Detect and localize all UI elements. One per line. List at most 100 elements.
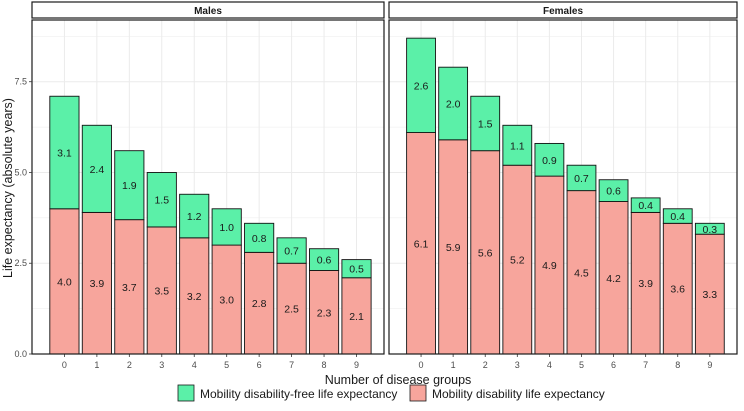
data-label-disability: 5.9 — [446, 242, 461, 254]
legend-swatch — [177, 384, 195, 402]
x-tick-label: 9 — [354, 360, 359, 370]
bar-free-males-8 — [308, 248, 340, 271]
data-label-disability: 3.0 — [219, 295, 234, 307]
bar-free-females-3 — [502, 124, 533, 166]
data-label-free: 1.9 — [122, 180, 137, 192]
bar-free-females-8 — [662, 208, 693, 224]
x-tick-label: 8 — [322, 360, 327, 370]
bar-free-males-0 — [49, 95, 80, 210]
bar-disability-males-5 — [211, 244, 242, 355]
x-tick-label: 9 — [707, 360, 712, 370]
bars: 6.1 2.6 5.9 2.0 5.6 1.5 5.2 1.1 4.9 0.9 4.5 0.7 4.2 0… — [406, 37, 725, 355]
data-label-free: 1.0 — [219, 222, 234, 234]
bar-free-males-2 — [114, 150, 145, 221]
panel-border — [388, 19, 738, 355]
data-label-free: 2.0 — [446, 99, 461, 111]
data-label-free: 0.8 — [252, 233, 267, 245]
bar-disability-males-0 — [49, 208, 80, 355]
bar-free-males-6 — [244, 222, 275, 253]
legend: Mobility disability-free life expectancy… — [177, 384, 605, 402]
facet-strip — [31, 1, 385, 19]
bar-free-females-9 — [694, 222, 725, 235]
data-label-free: 0.5 — [349, 264, 364, 276]
data-label-disability: 4.0 — [57, 276, 72, 288]
data-label-free: 3.1 — [57, 148, 72, 160]
data-label-disability: 2.1 — [349, 311, 364, 323]
bar-free-males-1 — [81, 124, 112, 213]
bar-disability-females-7 — [630, 211, 661, 355]
data-label-free: 0.7 — [284, 246, 299, 258]
x-axis-title: Number of disease groups — [325, 373, 472, 387]
data-label-disability: 3.9 — [638, 278, 653, 290]
y-tick-label: 2.5 — [14, 258, 27, 268]
y-tick-label: 0.0 — [14, 349, 27, 359]
facet-panel-males: Males 4.0 3.1 3.9 2.4 3.7 1.9 3.5 1.5 3.2 1.2 3.0 1.… — [31, 1, 385, 370]
facet-strip — [388, 1, 738, 19]
data-label-disability: 2.3 — [317, 307, 332, 319]
bar-disability-males-9 — [341, 277, 372, 355]
legend-label: Mobility disability-free life expectancy — [200, 387, 397, 401]
legend-label: Mobility disability life expectancy — [432, 387, 605, 401]
data-label-disability: 2.8 — [252, 298, 267, 310]
data-label-free: 2.4 — [90, 164, 105, 176]
x-tick-label: 1 — [94, 360, 99, 370]
x-tick-label: 3 — [159, 360, 164, 370]
x-tick-label: 0 — [62, 360, 67, 370]
data-label-free: 0.4 — [670, 211, 685, 223]
bar-disability-females-5 — [566, 190, 597, 355]
x-tick-label: 5 — [224, 360, 229, 370]
data-label-free: 0.9 — [542, 155, 557, 167]
bar-disability-males-1 — [81, 211, 112, 355]
bar-free-females-2 — [470, 95, 501, 152]
data-label-free: 0.6 — [317, 255, 332, 267]
data-label-free: 1.5 — [154, 195, 169, 207]
bar-free-males-5 — [211, 208, 242, 246]
bar-free-females-4 — [534, 142, 565, 177]
bar-disability-males-7 — [276, 262, 307, 355]
x-tick-label: 2 — [483, 360, 488, 370]
data-label-disability: 4.9 — [542, 260, 557, 272]
y-tick-label: 5.0 — [14, 167, 27, 177]
x-tick-label: 7 — [289, 360, 294, 370]
bar-free-females-1 — [438, 66, 469, 141]
data-label-free: 1.2 — [187, 211, 202, 223]
x-tick-label: 4 — [192, 360, 197, 370]
legend-swatch — [409, 384, 427, 402]
x-tick-label: 3 — [515, 360, 520, 370]
bar-free-females-0 — [406, 37, 436, 133]
x-tick-label: 5 — [579, 360, 584, 370]
data-label-disability: 3.3 — [703, 289, 718, 301]
data-label-disability: 3.5 — [154, 285, 169, 297]
data-label-free: 0.6 — [606, 186, 621, 198]
bar-free-females-7 — [630, 197, 661, 213]
data-label-disability: 3.2 — [187, 291, 202, 303]
y-tick-label: 7.5 — [14, 77, 27, 87]
data-label-free: 1.5 — [478, 118, 493, 130]
data-label-free: 2.6 — [414, 80, 429, 92]
data-label-disability: 3.9 — [90, 278, 105, 290]
axes-layer: 0.0 2.5 5.0 7.5 — [14, 77, 32, 359]
bar-free-males-3 — [146, 172, 177, 228]
panels-layer: Males 4.0 3.1 3.9 2.4 3.7 1.9 3.5 1.5 3.2 1.2 3.0 1.… — [31, 1, 738, 370]
data-label-disability: 5.6 — [478, 247, 493, 259]
legend-item-free: Mobility disability-free life expectancy — [177, 384, 397, 402]
bar-disability-females-0 — [406, 132, 436, 355]
data-label-disability: 3.7 — [122, 282, 137, 294]
x-tick-label: 8 — [675, 360, 680, 370]
x-tick-label: 6 — [611, 360, 616, 370]
data-label-free: 0.3 — [703, 224, 718, 236]
x-tick-label: 4 — [547, 360, 552, 370]
panel-border — [31, 19, 385, 355]
bar-free-males-9 — [341, 259, 372, 279]
data-label-disability: 5.2 — [510, 255, 525, 267]
data-label-disability: 4.5 — [574, 267, 589, 279]
x-tick-label: 2 — [127, 360, 132, 370]
bars: 4.0 3.1 3.9 2.4 3.7 1.9 3.5 1.5 3.2 1.2 3.0 1.0 2.8 0… — [49, 95, 372, 355]
data-label-disability: 3.6 — [670, 284, 685, 296]
x-tick-label: 7 — [643, 360, 648, 370]
bar-disability-males-4 — [179, 237, 210, 355]
data-label-free: 0.4 — [638, 200, 653, 212]
facet-strip-label: Males — [194, 6, 222, 17]
data-label-free: 0.7 — [574, 173, 589, 185]
bar-disability-males-6 — [244, 251, 275, 355]
